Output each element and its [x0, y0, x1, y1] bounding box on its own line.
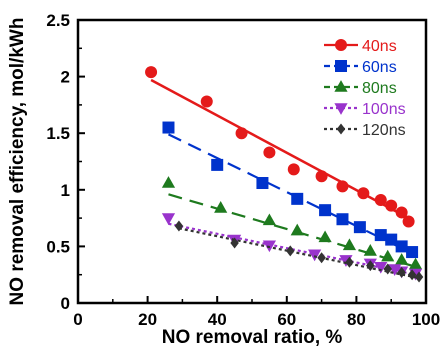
data-point: [262, 213, 276, 226]
data-point: [290, 223, 304, 236]
data-point: [319, 204, 332, 217]
x-tick-label: 0: [73, 310, 82, 329]
legend-item: 40ns: [324, 38, 397, 55]
fit-line: [167, 133, 413, 255]
legend-label: 60ns: [362, 59, 397, 76]
data-point: [230, 237, 239, 249]
legend-item: 60ns: [324, 59, 397, 76]
data-point: [287, 163, 300, 176]
legend-item: 100ns: [324, 101, 406, 118]
data-point: [256, 177, 269, 190]
data-point: [318, 230, 332, 243]
data-point: [161, 176, 176, 188]
data-point: [235, 127, 248, 140]
data-point: [161, 213, 176, 225]
x-tick-label: 20: [138, 310, 157, 329]
legend-marker: [335, 39, 347, 51]
x-axis-title: NO removal ratio, %: [162, 327, 343, 348]
legend-label: 40ns: [362, 38, 397, 55]
data-point: [357, 187, 370, 200]
data-point: [353, 221, 366, 234]
data-point: [408, 257, 423, 270]
series-60ns: [162, 121, 419, 259]
x-tick-label: 80: [347, 310, 366, 329]
series-120ns: [174, 220, 424, 283]
data-point: [145, 66, 158, 79]
data-point: [336, 180, 349, 193]
data-point: [397, 266, 406, 278]
series-80ns: [161, 176, 423, 270]
y-tick-label: 0.5: [46, 237, 70, 256]
y-tick-label: 2.5: [46, 11, 70, 30]
data-point: [395, 253, 409, 265]
data-point: [336, 213, 349, 226]
y-tick-label: 2: [61, 68, 70, 87]
data-point: [383, 263, 392, 275]
legend: 40ns 60ns 80ns 100ns 120ns: [324, 38, 406, 139]
data-point: [363, 244, 377, 256]
data-point: [395, 240, 408, 253]
data-point: [286, 245, 295, 257]
legend-marker: [334, 103, 348, 115]
y-axis-title: NO removal efficiency, mol/kWh: [7, 18, 28, 306]
legend-label: 120ns: [362, 122, 406, 139]
data-point: [162, 121, 175, 134]
data-point: [414, 271, 424, 283]
data-point: [317, 252, 326, 264]
legend-marker: [335, 60, 347, 72]
axis-ticks: 0 20 40 60 80 100 0 0.5 1 1.5 2 2.5: [46, 11, 440, 329]
plot-content: [145, 66, 424, 283]
x-tick-label: 60: [277, 310, 296, 329]
data-point: [263, 146, 276, 159]
data-point: [174, 220, 184, 232]
data-point: [366, 260, 375, 272]
y-tick-label: 1.5: [46, 124, 70, 143]
data-point: [385, 199, 398, 212]
data-point: [214, 201, 228, 213]
data-point: [385, 233, 398, 246]
legend-marker: [336, 123, 346, 135]
data-point: [200, 95, 213, 108]
data-point: [402, 215, 415, 228]
data-point: [342, 238, 357, 251]
data-point: [374, 193, 387, 206]
data-point: [291, 192, 304, 205]
data-point: [407, 269, 417, 281]
data-point: [406, 246, 419, 259]
data-point: [315, 170, 328, 183]
data-point: [211, 158, 224, 171]
fit-line: [178, 227, 420, 280]
legend-item: 80ns: [324, 80, 397, 97]
legend-marker: [334, 80, 348, 92]
data-point: [374, 261, 388, 274]
y-tick-label: 1: [61, 181, 70, 200]
series-40ns: [145, 66, 415, 228]
legend-label: 80ns: [362, 80, 397, 97]
legend-item: 120ns: [324, 122, 406, 139]
y-tick-label: 0: [61, 294, 70, 313]
data-point: [345, 256, 354, 268]
data-point: [374, 229, 387, 242]
data-point: [381, 249, 395, 262]
x-tick-label: 40: [208, 310, 227, 329]
x-tick-label: 100: [412, 310, 440, 329]
legend-label: 100ns: [362, 101, 406, 118]
data-point: [395, 206, 408, 219]
series-100ns: [161, 213, 423, 281]
